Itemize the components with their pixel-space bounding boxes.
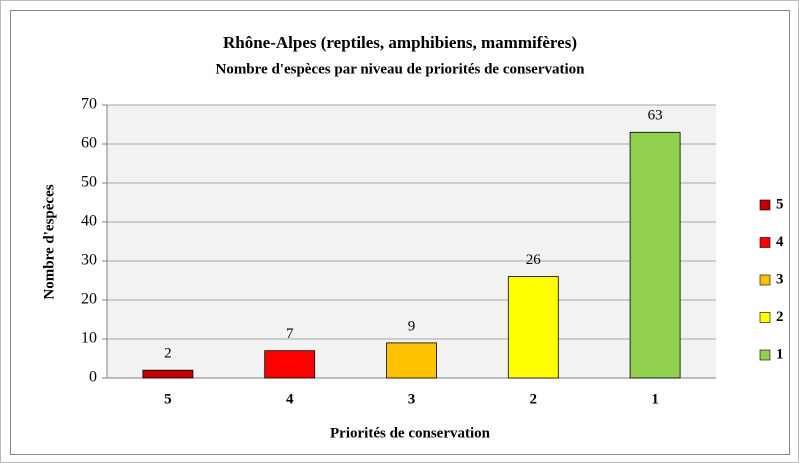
bar	[386, 342, 437, 379]
x-tick-label: 5	[164, 391, 172, 407]
chart-subtitle: Nombre d'espèces par niveau de priorités…	[215, 61, 585, 77]
bar	[264, 350, 316, 379]
y-axis-label: Nombre d'espèces	[41, 184, 57, 299]
legend-label: 2	[776, 309, 784, 325]
data-label: 9	[408, 318, 416, 334]
data-label: 7	[286, 326, 294, 342]
legend-swatch	[759, 349, 771, 361]
legend-swatch	[759, 199, 771, 211]
x-tick-label: 4	[286, 391, 294, 407]
legend-label: 5	[776, 196, 784, 212]
plot-area	[107, 105, 716, 378]
legend-label: 1	[776, 346, 784, 362]
legend-swatch	[759, 312, 771, 323]
legend-swatch	[759, 237, 771, 248]
legend-label: 4	[776, 234, 784, 250]
y-tick-label: 40	[81, 213, 97, 230]
chart-title: Rhône-Alpes (reptiles, amphibiens, mammi…	[223, 33, 577, 52]
data-label: 2	[164, 346, 172, 362]
y-tick-label: 60	[81, 135, 97, 152]
data-label: 63	[648, 108, 663, 124]
data-label: 26	[526, 252, 542, 268]
bar	[507, 276, 559, 379]
y-tick-label: 70	[81, 96, 97, 113]
x-tick-label: 2	[530, 391, 538, 407]
x-axis-label: Priorités de conservation	[330, 425, 491, 441]
y-tick-label: 30	[81, 252, 97, 269]
legend-swatch	[759, 274, 771, 286]
x-tick-label: 1	[651, 391, 659, 407]
legend-label: 3	[776, 271, 784, 287]
bar	[142, 369, 194, 379]
y-tick-label: 20	[81, 291, 97, 308]
y-tick-label: 0	[89, 369, 97, 386]
y-tick-label: 50	[81, 174, 97, 191]
bar	[629, 131, 681, 379]
y-tick-label: 10	[81, 330, 97, 347]
x-tick-label: 3	[408, 391, 416, 407]
